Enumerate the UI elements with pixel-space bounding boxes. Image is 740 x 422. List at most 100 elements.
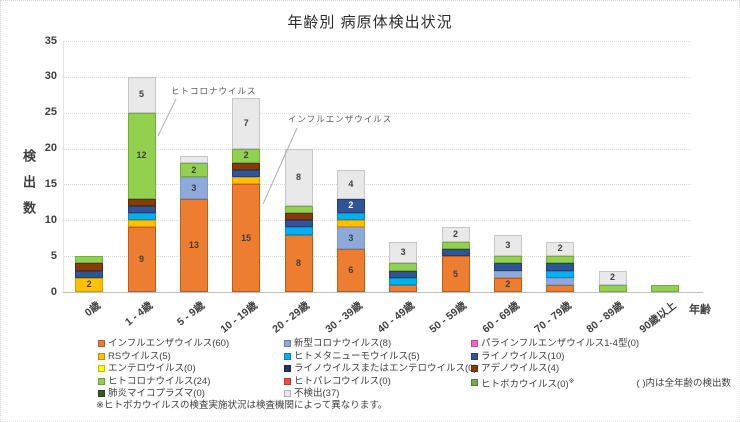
x-tick-label: 30 - 39歳: [323, 299, 365, 336]
x-tick-label: 90歳以上: [637, 299, 679, 336]
bar-segment-不検出: [127, 76, 156, 113]
bar-0歳: 2: [75, 41, 104, 292]
bar-5 - 9歳: 13 3 2: [179, 41, 208, 292]
legend-item-ヒトメタニューモウイルス: ヒトメタニューモウイルス(5): [284, 351, 420, 362]
legend-swatch: [284, 377, 291, 385]
bar-segment-不検出: [389, 241, 418, 264]
bar-segment-ヒトコロナウイルス: [127, 112, 156, 199]
legend-item-エンテロウイルス: エンテロウイルス(0): [98, 363, 196, 374]
bar-segment-不検出: [441, 227, 470, 242]
legend-label: 新型コロナウイルス(8): [294, 338, 392, 349]
x-tick-label: 70 - 79歳: [532, 299, 574, 336]
legend-item-パラインフルエンザウイルス1-4型: パラインフルエンザウイルス1-4型(0): [471, 338, 639, 349]
bar-segment-ヒトコロナウイルス: [232, 148, 261, 163]
bar-segment-ライノウイルス: [75, 270, 104, 278]
legend-swatch: [471, 379, 478, 387]
bar-segment-ヒトコロナウイルス: [284, 205, 313, 214]
bar-segment-ライノウイルス: [389, 270, 418, 278]
bar-1 - 4歳: 9 12 5: [127, 41, 156, 292]
legend-item-ライノウイルス: ライノウイルス(10): [471, 351, 564, 362]
legend-swatch: [98, 365, 105, 373]
x-tick-label: 50 - 59歳: [427, 299, 470, 336]
x-tick-label: 5 - 9歳: [175, 299, 208, 329]
legend-swatch: [98, 377, 105, 385]
bar-segment-ヒトメタニューモウイルス: [127, 213, 156, 221]
y-axis-title: 検出数: [21, 149, 36, 227]
x-tick-label: 40 - 49歳: [375, 299, 417, 336]
gridline: [63, 112, 691, 114]
legend-swatch: [471, 340, 478, 347]
bar-segment-ライノウイルス: [546, 263, 575, 271]
legend-label: ヒトメタニューモウイルス(5): [294, 350, 420, 362]
y-tick-label: 10: [44, 213, 57, 226]
bar-20 - 29歳: 88: [284, 41, 313, 292]
legend-note: ( )内は全年齢の検出数: [636, 378, 731, 389]
bar-segment-ヒトコロナウイルス: [493, 256, 522, 264]
bar-segment-ヒトコロナウイルス: [650, 284, 679, 292]
legend-item-新型コロナウイルス: 新型コロナウイルス(8): [284, 338, 391, 349]
x-tick-label: 1 - 4歳: [122, 299, 156, 329]
legend-label: ヒトパレコウイルス(0): [294, 375, 391, 387]
bar-50 - 59歳: 52: [441, 41, 470, 292]
legend-label: ヒトコロナウイルス(24): [108, 375, 211, 387]
bar-segment-ライノウイルス: [284, 220, 313, 228]
y-tick-label: 20: [44, 142, 57, 155]
legend-footnote-marker: ※: [568, 377, 575, 385]
legend-label: 肺炎マイコプラズマ(0): [108, 388, 205, 400]
bar-70 - 79歳: 2: [546, 41, 575, 292]
bar-segment-アデノウイルス: [284, 213, 313, 221]
y-tick-label: 35: [44, 34, 57, 47]
x-tick-label: 60 - 69歳: [480, 299, 522, 336]
gridline: [63, 76, 691, 78]
legend-swatch: [284, 352, 291, 360]
bar-segment-インフルエンザウイルス: [179, 198, 208, 292]
bar-segment-ヒトコロナウイルス: [598, 284, 627, 292]
bar-segment-ヒトコロナウイルス: [75, 256, 104, 264]
legend-label: RSウイルス(5): [108, 350, 171, 362]
bar-segment-インフルエンザウイルス: [232, 184, 261, 292]
bar-segment-ヒトコロナウイルス: [179, 162, 208, 178]
annotation-インフルエンザウイルス: インフルエンザウイルス: [288, 114, 393, 124]
bar-segment-ライノウイルス: [336, 198, 365, 214]
bar-10 - 19歳: 15 2 7: [232, 41, 261, 292]
legend-swatch: [471, 365, 478, 373]
legend-label: ライノウイルスまたはエンテロウイルス(0): [294, 363, 477, 375]
bar-segment-インフルエンザウイルス: [389, 284, 418, 292]
legend-swatch: [284, 365, 291, 373]
bar-segment-インフルエンザウイルス: [441, 256, 470, 292]
legend-item-肺炎マイコプラズマ: 肺炎マイコプラズマ(0): [98, 388, 205, 399]
legend-label: 不検出(37): [294, 388, 340, 400]
bar-segment-ライノウイルス: [232, 170, 261, 178]
bar-segment-インフルエンザウイルス: [493, 277, 522, 292]
y-tick-label: 30: [44, 70, 57, 83]
bar-segment-新型コロナウイルス: [546, 277, 575, 285]
legend-item-RSウイルス: RSウイルス(5): [98, 351, 171, 362]
bar-80 - 89歳: 2: [598, 41, 627, 292]
bar-segment-アデノウイルス: [232, 162, 261, 171]
bar-segment-ヒトメタニューモウイルス: [336, 213, 365, 221]
bar-segment-不検出: [598, 270, 627, 285]
bar-segment-RSウイルス: [336, 220, 365, 228]
legend-swatch: [98, 352, 105, 360]
legend-swatch: [284, 390, 291, 398]
legend-item-インフルエンザウイルス: インフルエンザウイルス(60): [98, 338, 229, 349]
bar-segment-ライノウイルス: [127, 205, 156, 214]
y-tick-label: 0: [50, 285, 57, 298]
y-tick-label: 5: [50, 249, 57, 262]
gridline: [63, 41, 691, 42]
x-tick-label: 0歳: [82, 299, 103, 320]
bar-90歳以上: [650, 41, 679, 292]
bar-60 - 69歳: 23: [493, 41, 522, 292]
x-tick-label: 10 - 19歳: [218, 299, 260, 336]
gridline: [63, 220, 691, 222]
bar-40 - 49歳: 3: [389, 41, 418, 292]
bar-segment-インフルエンザウイルス: [284, 234, 313, 292]
legend-swatch: [284, 340, 291, 347]
bar-segment-RSウイルス: [75, 277, 104, 292]
legend-swatch: [98, 340, 105, 347]
y-tick-label: 25: [44, 106, 57, 119]
legend-item-ヒトボカウイルス: ヒトボカウイルス(0)※: [471, 376, 575, 390]
legend-item-ヒトコロナウイルス: ヒトコロナウイルス(24): [98, 376, 210, 387]
bar-segment-不検出: [546, 241, 575, 257]
bar-segment-ライノウイルス: [493, 263, 522, 271]
